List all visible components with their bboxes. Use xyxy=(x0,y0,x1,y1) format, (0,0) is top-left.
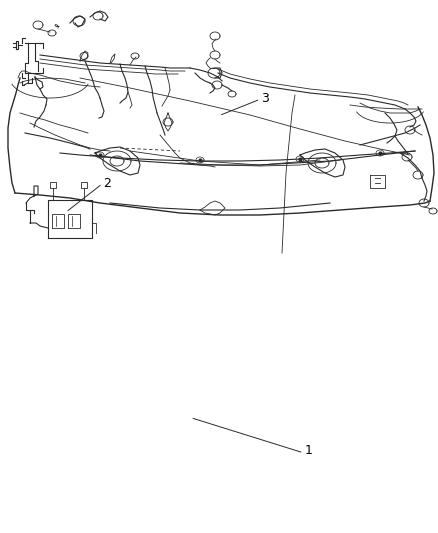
Text: 1: 1 xyxy=(304,444,312,457)
Text: 2: 2 xyxy=(103,177,111,190)
Text: 3: 3 xyxy=(261,92,268,105)
